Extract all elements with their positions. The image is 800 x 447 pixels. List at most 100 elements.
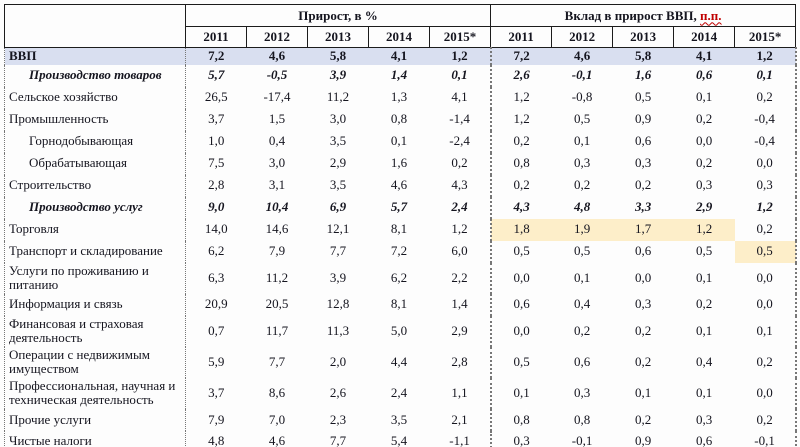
contrib-cell: 0,0 [634, 269, 652, 285]
contrib-cell: 0,2 [489, 174, 552, 197]
table-row: Прочие услуги 7,9 7,0 2,3 3,5 2,1 0,8 0,8 0,2 0,3… [4, 408, 797, 431]
contrib-cell: 0,5 [695, 243, 713, 259]
row-label: Чистые налоги [4, 430, 186, 447]
header-group-row: Прирост, в % Вклад в прирост ВВП, п.п. [4, 4, 797, 48]
growth-year-header: 2015* [428, 26, 492, 48]
growth-cell: 7,0 [268, 411, 286, 427]
growth-cell: 1,4 [390, 67, 408, 83]
growth-cell: -1,4 [449, 111, 470, 127]
growth-cell: 2,9 [329, 155, 347, 171]
contrib-cell: 0,6 [634, 133, 652, 149]
growth-cell: 2,0 [329, 354, 347, 369]
growth-cell: 7,7 [329, 243, 347, 259]
table-row: Производство услуг 9,0 10,4 6,9 5,7 2,4 4,3 4,8… [4, 196, 797, 219]
contrib-year-header: 2011 [490, 26, 553, 48]
contrib-cell: 0,2 [634, 322, 652, 338]
growth-cell: 0,8 [390, 111, 408, 127]
growth-cell: 7,7 [268, 354, 286, 369]
growth-cell: 1,3 [390, 89, 408, 105]
growth-group-label: Прирост, в % [298, 7, 378, 23]
growth-cell: 4,8 [185, 430, 247, 447]
table-row: Операции с недвижимым имуществом 5,9 7,7 2,… [4, 346, 797, 378]
table-row: Обрабатывающая 7,5 3,0 2,9 1,6 0,2 0,8 0,3 0,3 0,… [4, 152, 797, 175]
growth-cell: 3,5 [329, 177, 347, 193]
growth-cell: 7,2 [390, 243, 408, 259]
growth-cell: 0,1 [390, 133, 408, 149]
row-label: Горнодобывающая [4, 130, 186, 153]
contrib-cell: 1,2 [734, 47, 797, 65]
contribution-group-header: Вклад в прирост ВВП, п.п. [490, 4, 797, 27]
growth-cell: 7,7 [307, 430, 369, 447]
header-years-row: 2011 2012 2013 2014 2015* 2011 2012 2013 2014 201… [5, 26, 797, 48]
contrib-cell: 0,0 [489, 262, 552, 294]
contrib-cell: 0,6 [489, 293, 552, 316]
row-label: Информация и связь [4, 293, 186, 316]
table-row: Финансовая и страховая деятельность 0,7 11… [4, 315, 797, 347]
contribution-group-label: Вклад в прирост ВВП, [564, 7, 701, 23]
growth-cell: 7,5 [208, 155, 225, 171]
growth-cell: 4,6 [390, 177, 408, 193]
contrib-cell: 0,2 [573, 177, 591, 193]
contrib-cell: -0,4 [734, 108, 797, 131]
growth-cell: 8,1 [390, 221, 408, 237]
contrib-cell: 0,1 [573, 133, 591, 149]
contrib-cell: 0,1 [573, 269, 591, 285]
contrib-cell: 0,9 [612, 430, 674, 447]
growth-cell: 6,2 [208, 243, 225, 259]
contrib-cell: 0,6 [695, 67, 713, 83]
contrib-cell: 0,2 [734, 218, 797, 241]
growth-cell: 0,2 [451, 155, 468, 171]
growth-year-header: 2014 [368, 26, 430, 48]
contrib-cell: 0,2 [634, 411, 652, 427]
growth-cell: 2,6 [329, 385, 347, 401]
row-label: ВВП [4, 47, 186, 65]
contrib-cell: 1,2 [673, 218, 735, 241]
contrib-cell: 0,0 [734, 293, 797, 316]
growth-cell: 8,6 [268, 385, 286, 401]
row-label: Строительство [4, 174, 186, 197]
contrib-cell: 0,6 [673, 430, 735, 447]
contrib-year-header: 2015* [734, 26, 797, 48]
contrib-cell: -0,1 [571, 67, 593, 83]
contrib-year-header: 2012 [551, 26, 614, 48]
growth-cell: 1,6 [390, 155, 408, 171]
row-label: Прочие услуги [4, 408, 186, 431]
row-label: Производство услуг [4, 196, 186, 219]
contrib-cell: 0,5 [734, 240, 797, 263]
growth-cell: 20,5 [265, 296, 289, 312]
row-label: Сельское хозяйство [4, 86, 186, 109]
growth-cell: 1,4 [451, 296, 468, 312]
growth-cell: 2,1 [451, 411, 468, 427]
contrib-cell: 0,2 [734, 86, 797, 109]
growth-cell: 5,8 [307, 47, 369, 65]
contrib-cell: 7,2 [489, 47, 552, 65]
contrib-cell: 0,2 [634, 177, 652, 193]
growth-cell: 4,6 [246, 430, 308, 447]
growth-cell: 2,2 [451, 269, 468, 285]
table-row: Информация и связь 20,9 20,5 12,8 8,1 1,4 0,6 0… [4, 293, 797, 316]
contrib-cell: 1,8 [489, 218, 552, 241]
growth-cell: 0,4 [268, 133, 286, 149]
contrib-cell: 4,6 [551, 47, 613, 65]
contrib-year-header: 2013 [612, 26, 675, 48]
contrib-cell: 0,1 [634, 385, 652, 401]
corner-cell [4, 4, 186, 48]
contrib-cell: 0,1 [734, 315, 797, 347]
contrib-cell: 0,2 [634, 354, 652, 369]
growth-cell: 4,1 [368, 47, 430, 65]
growth-cell: 3,5 [329, 133, 347, 149]
contrib-cell: 0,3 [734, 174, 797, 197]
contrib-cell: 1,6 [634, 67, 652, 83]
contrib-cell: 0,1 [695, 322, 713, 338]
growth-cell: 8,1 [390, 296, 408, 312]
growth-cell: 7,2 [185, 47, 247, 65]
contrib-cell: -0,1 [551, 430, 613, 447]
row-label: Промышленность [4, 108, 186, 131]
contrib-cell: 0,8 [489, 152, 552, 175]
contrib-cell: 3,3 [634, 199, 652, 215]
table-row: ВВП 7,2 4,6 5,8 4,1 1,2 7,2 4,6 5,8 4,1 1,2 [4, 47, 797, 65]
contrib-cell: 0,2 [734, 408, 797, 431]
contrib-cell: -0,4 [734, 130, 797, 153]
growth-cell: 4,3 [451, 177, 468, 193]
